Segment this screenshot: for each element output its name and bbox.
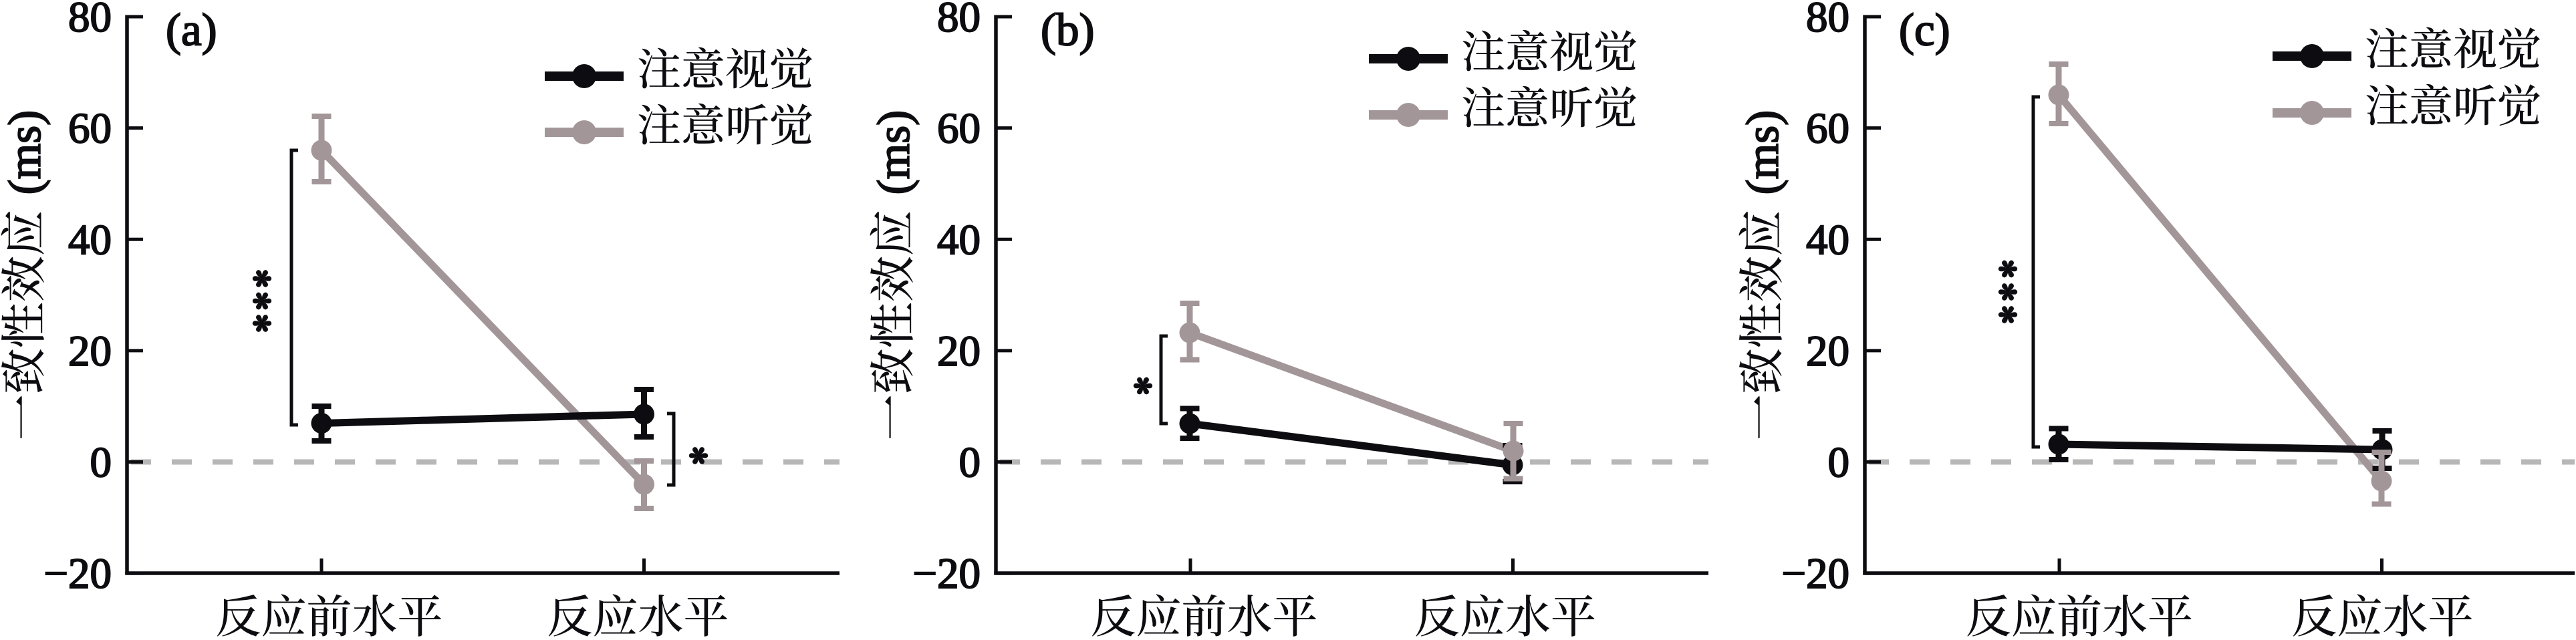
svg-text:20: 20 — [68, 327, 112, 375]
svg-text:0: 0 — [90, 439, 112, 487]
svg-text:60: 60 — [937, 105, 981, 153]
svg-text:(c): (c) — [1899, 5, 1950, 55]
svg-text:−20: −20 — [912, 550, 981, 598]
svg-text:(ms): (ms) — [1737, 110, 1788, 194]
svg-text:40: 40 — [68, 216, 112, 264]
svg-text:−20: −20 — [1781, 550, 1849, 598]
svg-text:(ms): (ms) — [0, 110, 50, 194]
svg-text:40: 40 — [937, 216, 981, 264]
svg-text:40: 40 — [1806, 216, 1849, 264]
svg-text:20: 20 — [937, 327, 981, 375]
svg-text:(b): (b) — [1041, 5, 1094, 55]
svg-text:(ms): (ms) — [868, 110, 919, 194]
svg-text:60: 60 — [1806, 105, 1849, 153]
svg-text:60: 60 — [68, 105, 112, 153]
svg-text:0: 0 — [959, 439, 981, 487]
svg-text:−20: −20 — [43, 550, 112, 598]
svg-text:80: 80 — [937, 0, 981, 41]
svg-text:0: 0 — [1828, 439, 1850, 487]
svg-text:(a): (a) — [166, 5, 217, 55]
svg-text:20: 20 — [1806, 327, 1849, 375]
svg-text:80: 80 — [68, 0, 112, 41]
svg-text:80: 80 — [1806, 0, 1849, 41]
